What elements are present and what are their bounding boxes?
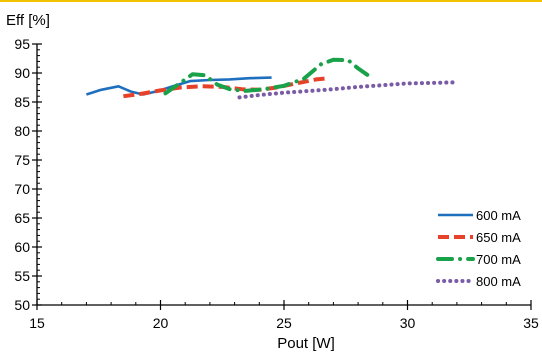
y-tick-label: 70 [14, 181, 30, 197]
y-axis-title: Eff [%] [6, 12, 50, 29]
y-tick-label: 60 [14, 239, 30, 255]
series-layer [86, 60, 457, 98]
axes: 50 55 60 65 70 75 80 85 90 95 15 20 25 30 35 [14, 36, 539, 331]
x-tick-label: 35 [523, 315, 539, 331]
y-tick-label: 85 [14, 94, 30, 110]
legend-label-2: 700 mA [476, 252, 521, 267]
y-tick-label: 65 [14, 210, 30, 226]
legend-label-1: 650 mA [476, 230, 521, 245]
y-tick-label: 55 [14, 268, 30, 284]
y-tick-label: 95 [14, 36, 30, 52]
legend: 600 mA 650 mA 700 mA 800 mA [438, 208, 521, 289]
x-tick-label: 30 [400, 315, 416, 331]
x-tick-label: 15 [29, 315, 45, 331]
y-tick-label: 90 [14, 65, 30, 81]
y-tick-label: 50 [14, 297, 30, 313]
x-tick-label: 25 [276, 315, 292, 331]
y-tick-label: 75 [14, 152, 30, 168]
legend-label-0: 600 mA [476, 208, 521, 223]
x-axis-title: Pout [W] [277, 335, 335, 352]
x-tick-label: 20 [153, 315, 169, 331]
y-tick-label: 80 [14, 123, 30, 139]
legend-label-3: 800 mA [476, 274, 521, 289]
